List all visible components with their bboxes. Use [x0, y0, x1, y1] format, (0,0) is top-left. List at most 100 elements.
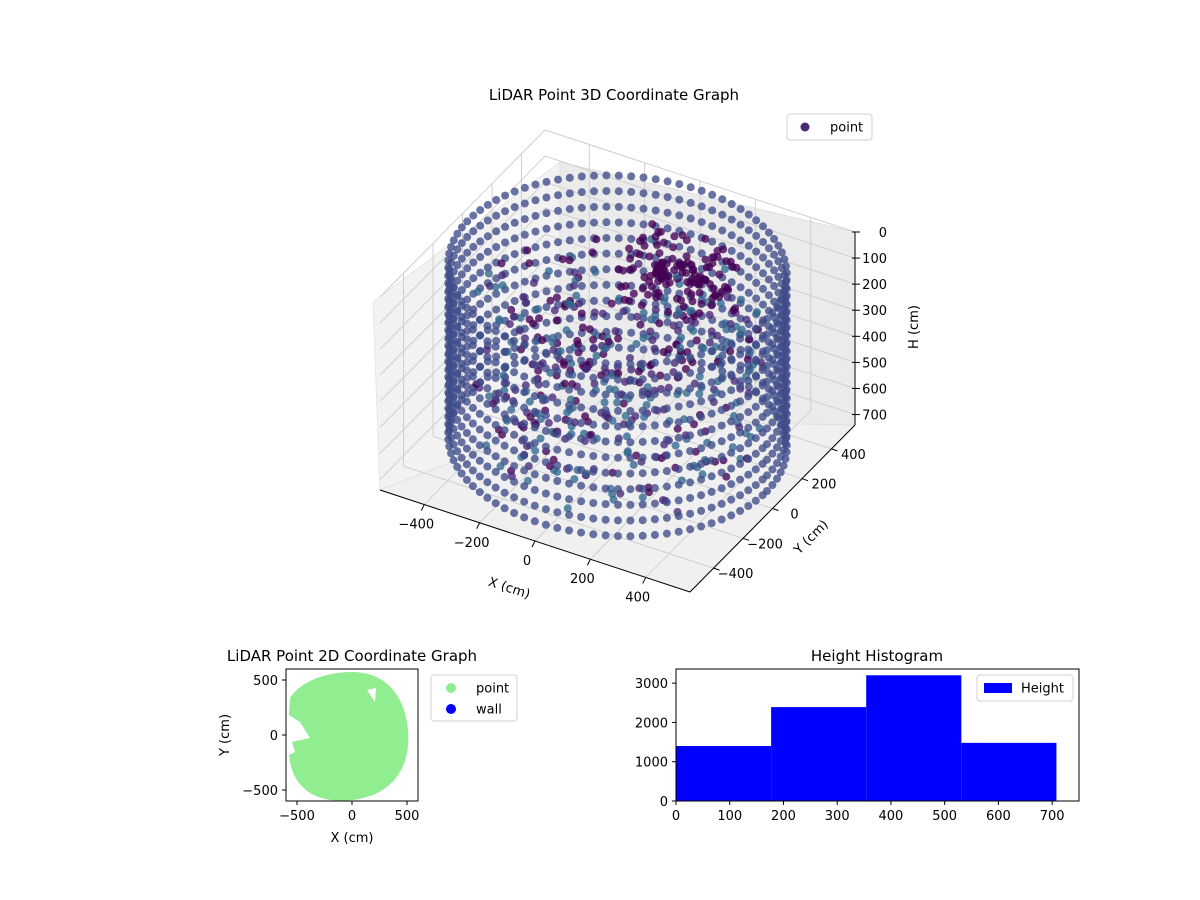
point-3d [589, 452, 598, 460]
point-3d [674, 496, 683, 505]
point-3d [447, 433, 455, 442]
point-3d [577, 466, 586, 474]
point-3d [449, 377, 458, 386]
point-3d [483, 399, 492, 408]
point-3d [707, 519, 716, 528]
point-3d [614, 406, 622, 415]
point-3d [650, 499, 659, 508]
point-3d [529, 278, 538, 287]
point-3d [687, 306, 696, 315]
point-3d [662, 529, 671, 538]
point-3d [541, 395, 550, 404]
point-3d [647, 282, 656, 291]
point-3d [758, 319, 767, 327]
point-3d [636, 237, 644, 246]
point-3d [759, 222, 767, 231]
point-3d [664, 345, 673, 354]
point-3d [637, 301, 646, 310]
point-3d [462, 413, 471, 422]
point-3d [449, 331, 458, 339]
point-3d [776, 452, 785, 461]
point-3d [592, 235, 601, 244]
point-3d [510, 352, 519, 361]
point-3d [510, 203, 519, 212]
z-tick-label: 0 [879, 226, 887, 241]
point-3d [744, 210, 753, 219]
point-3d [715, 270, 724, 279]
point-3d [662, 513, 671, 522]
point-3d [651, 232, 660, 241]
point-3d [510, 359, 519, 368]
grid-line [379, 155, 856, 324]
point-3d [554, 269, 562, 278]
point-3d [530, 392, 539, 401]
point-3d [614, 334, 623, 343]
point-3d [776, 437, 785, 445]
point-3d [541, 489, 550, 498]
legend-3d-point-marker [800, 122, 810, 132]
point-3d [686, 214, 695, 223]
point-3d [768, 387, 777, 396]
point-3d [475, 488, 484, 497]
point-3d [492, 211, 501, 220]
point-3d [449, 346, 458, 355]
point-3d [670, 232, 679, 241]
point-3d [779, 305, 788, 314]
point-3d [705, 338, 714, 347]
y-axis-label-2d: Y (cm) [218, 714, 233, 757]
point-3d [492, 243, 501, 251]
y-tick-mark [742, 537, 750, 541]
point-3d [483, 200, 492, 209]
point-3d [707, 327, 716, 336]
point-3d [475, 347, 484, 356]
point-3d [542, 287, 551, 296]
point-3d [625, 265, 634, 274]
point-3d [457, 375, 466, 384]
point-3d [565, 205, 574, 214]
point-3d [718, 367, 727, 376]
point-3d [659, 238, 668, 247]
point-3d [457, 422, 466, 431]
point-3d [758, 428, 767, 437]
point-3d [736, 350, 745, 359]
point-3d [675, 242, 684, 251]
point-3d [475, 331, 484, 340]
point-3d [463, 280, 472, 288]
x-tick-label-hist: 400 [879, 809, 904, 824]
x-tick-mark [420, 504, 425, 511]
x-tick-label-hist: 0 [672, 809, 680, 824]
point-3d [662, 482, 671, 491]
point-3d [525, 315, 534, 324]
x-tick-label-hist: 200 [771, 809, 796, 824]
point-3d [662, 435, 671, 444]
point-3d [644, 290, 653, 299]
x-tick-label: −200 [454, 536, 490, 551]
point-3d [453, 415, 462, 424]
point-3d [675, 180, 684, 189]
point-3d [566, 300, 575, 309]
point-3d [510, 265, 519, 274]
legend-3d: point [786, 113, 873, 141]
point-3d [520, 388, 529, 397]
point-3d [650, 390, 659, 399]
legend-2d-wall-marker [446, 704, 456, 714]
point-3d [764, 275, 773, 284]
point-3d [686, 183, 695, 192]
point-3d [510, 477, 519, 486]
point-3d [782, 275, 791, 284]
point-3d [764, 228, 773, 237]
point-3d [542, 240, 551, 249]
point-3d [776, 405, 785, 414]
point-3d [779, 414, 788, 423]
point-3d [602, 202, 611, 211]
point-3d [468, 341, 477, 350]
point-3d [589, 467, 598, 476]
point-3d [744, 273, 753, 282]
point-3d [475, 472, 484, 481]
point-3d [730, 376, 739, 385]
point-3d [447, 339, 455, 348]
point-3d [614, 234, 623, 243]
point-3d [492, 274, 501, 283]
point-3d [773, 412, 781, 421]
point-3d [604, 337, 613, 346]
